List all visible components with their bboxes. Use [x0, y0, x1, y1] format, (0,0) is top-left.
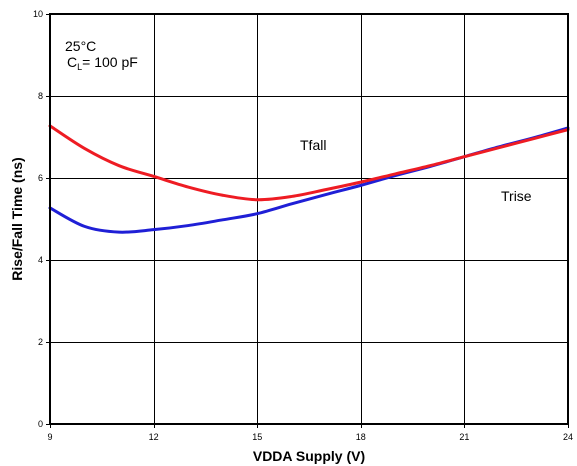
load-capacitance-value: = 100 pF: [82, 54, 138, 70]
x-tick-marks: [50, 424, 569, 428]
load-capacitance-subscript: L: [77, 62, 82, 72]
horizontal-gridlines: [50, 96, 568, 343]
x-axis-title: VDDA Supply (V): [253, 448, 365, 464]
y-tick-label: 8: [38, 91, 43, 101]
trise-label: Trise: [501, 188, 532, 204]
tfall-label: Tfall: [300, 137, 326, 153]
x-tick-label: 18: [356, 432, 366, 442]
x-tick-label: 9: [47, 432, 52, 442]
plot-frame: [49, 13, 569, 425]
x-tick-labels: 9 12 15 18 21 24: [47, 432, 573, 442]
x-tick-label: 12: [149, 432, 159, 442]
y-tick-marks: [46, 14, 50, 425]
y-tick-label: 10: [33, 9, 43, 19]
load-capacitance-symbol: C: [67, 54, 77, 70]
x-tick-label: 21: [459, 432, 469, 442]
y-tick-labels: 0 2 4 6 8 10: [33, 9, 43, 429]
load-capacitance-annotation: CL= 100 pF: [67, 54, 138, 72]
y-tick-label: 0: [38, 419, 43, 429]
x-tick-label: 15: [252, 432, 262, 442]
y-axis-title: Rise/Fall Time (ns): [9, 157, 25, 280]
y-tick-label: 6: [38, 173, 43, 183]
series-line-tfall: [48, 124, 570, 202]
x-tick-label: 24: [563, 432, 573, 442]
y-tick-label: 4: [38, 255, 43, 265]
series-layer: [48, 124, 570, 234]
vertical-gridlines: [154, 14, 465, 424]
y-tick-label: 2: [38, 337, 43, 347]
temperature-annotation: 25°C: [65, 38, 96, 54]
